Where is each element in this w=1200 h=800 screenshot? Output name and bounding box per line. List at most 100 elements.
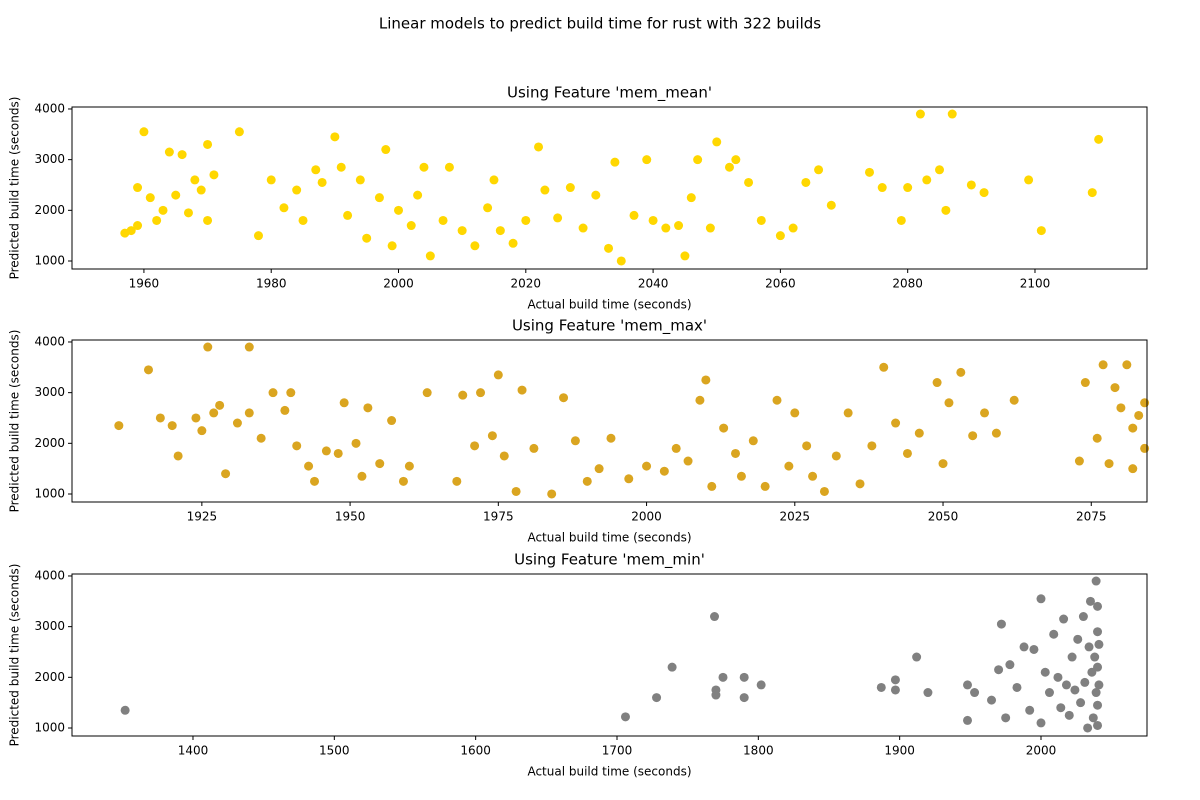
point [591,190,601,200]
point [489,175,499,185]
point [705,223,715,233]
point [963,680,973,690]
point [438,215,448,225]
x-tick-label: 1600 [460,744,491,758]
point [1134,410,1144,420]
figure-title: Linear models to predict build time for … [379,15,821,33]
y-axis-label: Predicted build time (seconds) [8,564,22,747]
point [1093,662,1103,672]
point [425,251,435,261]
point [980,408,990,418]
point [487,431,497,441]
point [196,185,206,195]
point [775,231,785,241]
x-tick-label: 2000 [1026,744,1057,758]
axes-frame [71,106,1148,270]
point [145,193,155,203]
x-tick-label: 2040 [638,277,669,291]
point [1012,682,1022,692]
point [624,474,634,484]
point [1083,723,1093,733]
point [1084,642,1094,652]
point [529,443,539,453]
point [991,428,1001,438]
point [221,469,231,479]
point [819,486,829,496]
point [994,665,1004,675]
point [1140,398,1150,408]
x-tick-label: 1800 [743,744,774,758]
point [760,481,770,491]
point [499,451,509,461]
point [1064,710,1074,720]
point [659,466,669,476]
point [183,208,193,218]
point [143,365,153,375]
point [1049,629,1059,639]
point [317,177,327,187]
point [739,693,749,703]
point [744,177,754,187]
point [470,441,480,451]
point [304,461,314,471]
point [914,428,924,438]
point [1094,680,1104,690]
point [1070,685,1080,695]
point [1093,601,1103,611]
point [831,451,841,461]
point [826,200,836,210]
point [126,226,136,236]
point [915,109,925,119]
point [133,183,143,193]
point [979,188,989,198]
point [1025,705,1035,715]
x-axis-label: Actual build time (seconds) [527,531,691,545]
point [724,162,734,172]
point [203,342,213,352]
y-tick-label: 1000 [34,720,65,734]
x-tick-label: 2025 [780,510,811,524]
point [731,155,741,165]
point [357,471,367,481]
point [374,193,384,203]
point [547,489,557,499]
point [876,682,886,692]
point [286,388,296,398]
y-axis-label: Predicted build time (seconds) [8,330,22,513]
y-tick-label: 1000 [34,253,65,267]
point [215,400,225,410]
axes-frame [71,573,1148,737]
point [171,190,181,200]
point [1036,226,1046,236]
point [1098,360,1108,370]
point [1094,639,1104,649]
point [667,662,677,672]
point [941,205,951,215]
point [1029,644,1039,654]
point [956,367,966,377]
point [256,433,266,443]
axes-title: Using Feature 'mem_mean' [507,84,712,103]
point [1044,688,1054,698]
point [330,132,340,142]
point [966,180,976,190]
point [912,652,922,662]
point [244,342,254,352]
point [158,205,168,215]
point [191,413,201,423]
point [864,167,874,177]
y-tick-label: 3000 [34,385,65,399]
point [458,390,468,400]
point [1128,423,1138,433]
point [790,408,800,418]
x-tick-label: 1700 [602,744,633,758]
point [155,413,165,423]
point [470,241,480,251]
point [902,448,912,458]
point [114,421,124,431]
point [311,165,321,175]
point [1087,188,1097,198]
point [339,398,349,408]
point [1040,667,1050,677]
